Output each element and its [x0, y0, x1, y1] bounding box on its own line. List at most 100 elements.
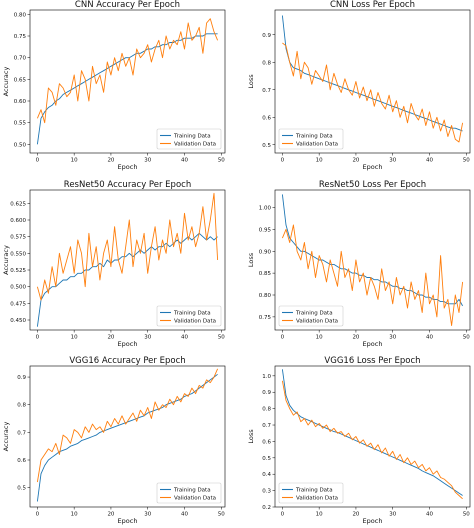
legend-box: [278, 305, 344, 327]
chart-resnet-loss: ResNet50 Loss Per Epoch 0 10 20 30 40 50 0.75 0.…: [247, 180, 470, 348]
y-tick-label: 0.8: [262, 60, 271, 66]
legend-entry: Training Data: [173, 134, 211, 140]
legend: Training Data Validation Data: [278, 482, 344, 504]
axes-frame: [274, 365, 471, 508]
legend-box: [156, 482, 222, 504]
legend-entry: Training Data: [295, 488, 333, 494]
chart-title: VGG16 Accuracy Per Epoch: [69, 356, 185, 366]
chart-cnn-loss: CNN Loss Per Epoch 0 10 20 30 40 50 0.5 0.6 0.7 0.…: [247, 0, 470, 171]
legend-entry: Validation Data: [174, 496, 216, 502]
legend: Training Data Validation Data: [156, 482, 222, 504]
y-tick-label: 0.2: [262, 505, 271, 511]
x-tick-label: 0: [281, 512, 285, 518]
y-tick-label: 0.6: [262, 439, 271, 445]
chart-title: CNN Loss Per Epoch: [330, 0, 415, 10]
y-axis-label: Accuracy: [2, 67, 10, 97]
y-tick-label: 0.9: [262, 33, 271, 39]
y-tick-label: 0.7: [262, 88, 271, 94]
legend-entry: Validation Data: [296, 319, 338, 325]
x-tick-label: 0: [281, 335, 285, 341]
y-tick-label: 0.575: [10, 235, 26, 241]
x-tick-label: 50: [218, 335, 225, 341]
legend-entry: Training Data: [173, 311, 211, 317]
x-tick-label: 0: [36, 158, 40, 164]
x-tick-label: 20: [352, 512, 359, 518]
legend-box: [278, 482, 344, 504]
x-tick-label: 30: [389, 158, 396, 164]
y-tick-label: 0.85: [259, 271, 272, 277]
x-tick-label: 40: [426, 158, 433, 164]
y-tick-label: 0.95: [259, 227, 272, 233]
y-tick-label: 0.60: [14, 99, 27, 105]
y-tick-label: 0.75: [259, 315, 272, 321]
legend-box: [156, 305, 222, 327]
chart-resnet-acc: ResNet50 Accuracy Per Epoch 0 10 20 30 40 50 0.…: [2, 180, 225, 348]
y-tick-label: 0.9: [262, 390, 271, 396]
legend-box: [156, 128, 222, 150]
chart-title: ResNet50 Accuracy Per Epoch: [64, 180, 191, 190]
series-line-validation: [36, 18, 219, 124]
legend-entry: Validation Data: [174, 142, 216, 148]
chart-title: ResNet50 Loss Per Epoch: [319, 180, 426, 190]
y-tick-label: 0.5: [262, 456, 271, 462]
series-line-training: [281, 369, 463, 496]
axes-frame: [29, 189, 226, 331]
x-tick-label: 10: [316, 512, 323, 518]
legend-box: [278, 128, 344, 150]
x-tick-label: 50: [463, 158, 470, 164]
series-line-validation: [36, 192, 219, 301]
series-line-training: [281, 194, 463, 307]
x-tick-label: 20: [107, 158, 114, 164]
y-tick-label: 0.65: [14, 77, 27, 83]
x-tick-label: 50: [463, 512, 470, 518]
axes-frame: [274, 9, 471, 154]
y-tick-label: 0.55: [14, 121, 27, 127]
x-tick-label: 40: [181, 512, 188, 518]
legend-entry: Validation Data: [296, 142, 338, 148]
legend: Training Data Validation Data: [156, 305, 222, 327]
axes-frame: [29, 365, 226, 508]
x-tick-label: 0: [281, 158, 285, 164]
x-tick-label: 50: [463, 335, 470, 341]
x-tick-label: 10: [71, 158, 78, 164]
y-tick-label: 0.550: [10, 251, 26, 257]
x-tick-label: 20: [352, 335, 359, 341]
y-axis-label: Accuracy: [2, 245, 10, 275]
y-tick-label: 0.7: [17, 430, 26, 436]
y-tick-label: 0.5: [262, 143, 271, 149]
x-tick-label: 50: [218, 158, 225, 164]
y-tick-label: 0.8: [262, 407, 271, 413]
x-axis-label: Epoch: [363, 340, 383, 348]
y-tick-label: 0.90: [259, 249, 272, 255]
x-axis-label: Epoch: [363, 517, 383, 525]
axes-frame: [274, 189, 471, 331]
x-tick-label: 0: [36, 335, 40, 341]
chart-title: VGG16 Loss Per Epoch: [324, 356, 420, 366]
series-line-validation: [281, 224, 464, 327]
chart-title: CNN Accuracy Per Epoch: [75, 0, 180, 10]
x-tick-label: 10: [316, 335, 323, 341]
x-axis-label: Epoch: [118, 340, 138, 348]
x-tick-label: 40: [426, 512, 433, 518]
x-tick-label: 50: [218, 512, 225, 518]
y-tick-label: 0.6: [17, 458, 26, 464]
x-axis-label: Epoch: [363, 163, 383, 171]
y-tick-label: 0.3: [262, 489, 271, 495]
legend: Training Data Validation Data: [278, 305, 344, 327]
x-tick-label: 10: [71, 512, 78, 518]
x-tick-label: 40: [181, 158, 188, 164]
series-line-validation: [281, 380, 463, 500]
y-tick-label: 0.80: [259, 293, 272, 299]
legend-entry: Validation Data: [296, 496, 338, 502]
series-line-validation: [282, 42, 464, 143]
x-tick-label: 10: [71, 335, 78, 341]
y-axis-label: Loss: [247, 252, 255, 267]
series-line-training: [36, 33, 218, 145]
y-axis-label: Accuracy: [2, 422, 10, 452]
legend: Training Data Validation Data: [278, 128, 344, 150]
legend-entry: Training Data: [295, 134, 333, 140]
y-tick-label: 0.80: [14, 12, 27, 18]
x-axis-label: Epoch: [118, 163, 138, 171]
x-tick-label: 0: [36, 512, 40, 518]
x-tick-label: 30: [389, 335, 396, 341]
